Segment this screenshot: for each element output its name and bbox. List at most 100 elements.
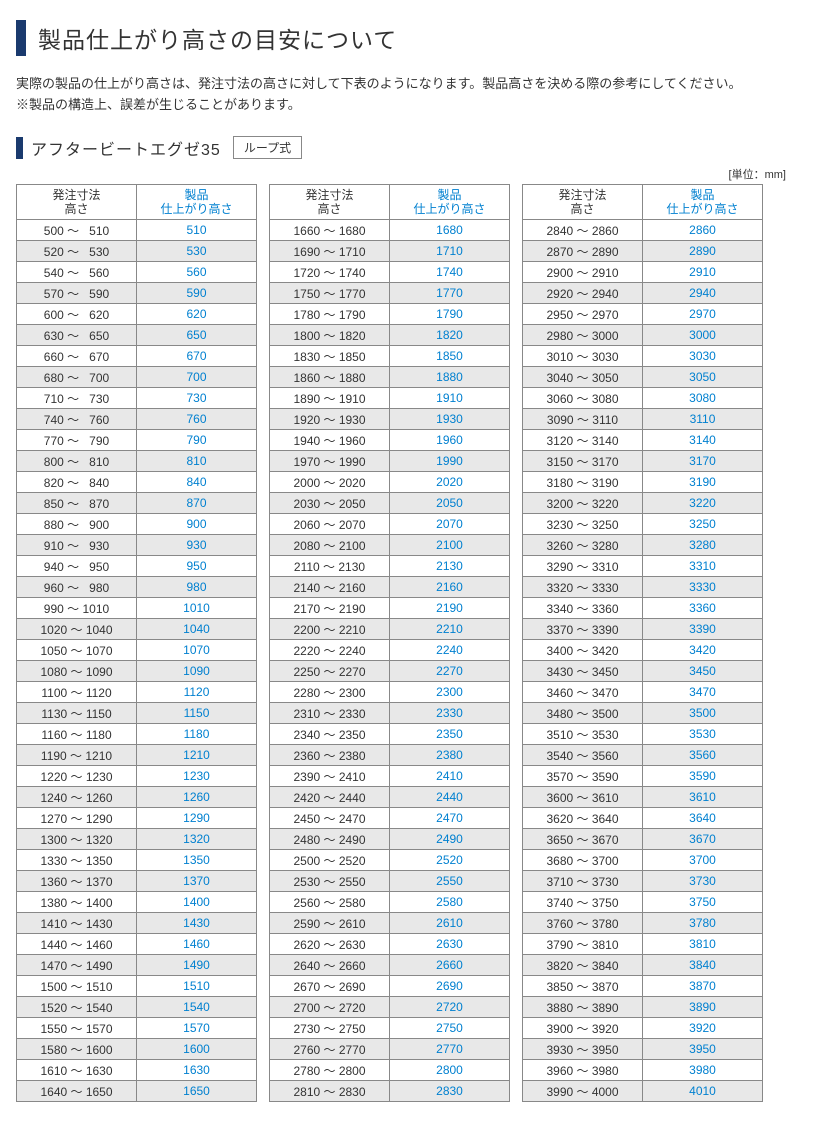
- finish-height-cell: 790: [137, 430, 257, 451]
- tables-container: 発注寸法高さ製品仕上がり高さ500 ～ 510510520 ～ 53053054…: [16, 184, 824, 1103]
- order-range-cell: 2810 ～ 2830: [270, 1081, 390, 1102]
- finish-height-cell: 1150: [137, 703, 257, 724]
- order-range-cell: 1640 ～ 1650: [17, 1081, 137, 1102]
- order-range-cell: 3370 ～ 3390: [523, 619, 643, 640]
- finish-height-cell: 1630: [137, 1060, 257, 1081]
- finish-height-cell: 2610: [390, 913, 510, 934]
- finish-height-cell: 2210: [390, 619, 510, 640]
- table-row: 960 ～ 980980: [17, 577, 257, 598]
- table-row: 2200 ～ 22102210: [270, 619, 510, 640]
- section-accent-mark: [16, 137, 23, 159]
- order-range-cell: 3990 ～ 4000: [523, 1081, 643, 1102]
- order-range-cell: 960 ～ 980: [17, 577, 137, 598]
- finish-height-cell: 1460: [137, 934, 257, 955]
- finish-height-cell: 700: [137, 367, 257, 388]
- finish-height-cell: 2490: [390, 829, 510, 850]
- order-range-cell: 3510 ～ 3530: [523, 724, 643, 745]
- finish-height-cell: 1570: [137, 1018, 257, 1039]
- table-row: 3340 ～ 33603360: [523, 598, 763, 619]
- finish-height-cell: 3810: [643, 934, 763, 955]
- finish-height-cell: 2690: [390, 976, 510, 997]
- order-range-cell: 1130 ～ 1150: [17, 703, 137, 724]
- order-range-cell: 740 ～ 760: [17, 409, 137, 430]
- order-range-cell: 2420 ～ 2440: [270, 787, 390, 808]
- order-range-cell: 2950 ～ 2970: [523, 304, 643, 325]
- order-range-cell: 2280 ～ 2300: [270, 682, 390, 703]
- table-row: 3680 ～ 37003700: [523, 850, 763, 871]
- table-row: 1640 ～ 16501650: [17, 1081, 257, 1102]
- finish-height-cell: 1010: [137, 598, 257, 619]
- order-range-cell: 3120 ～ 3140: [523, 430, 643, 451]
- table-row: 3260 ～ 32803280: [523, 535, 763, 556]
- order-range-cell: 940 ～ 950: [17, 556, 137, 577]
- table-row: 3990 ～ 40004010: [523, 1081, 763, 1102]
- finish-height-cell: 1820: [390, 325, 510, 346]
- order-range-cell: 3760 ～ 3780: [523, 913, 643, 934]
- order-range-cell: 1440 ～ 1460: [17, 934, 137, 955]
- intro-line-2: ※製品の構造上、誤差が生じることがあります。: [16, 95, 824, 116]
- table-row: 800 ～ 810810: [17, 451, 257, 472]
- finish-height-cell: 1070: [137, 640, 257, 661]
- table-row: 3620 ～ 36403640: [523, 808, 763, 829]
- finish-height-cell: 2350: [390, 724, 510, 745]
- table-row: 3900 ～ 39203920: [523, 1018, 763, 1039]
- finish-height-cell: 2770: [390, 1039, 510, 1060]
- order-range-cell: 2620 ～ 2630: [270, 934, 390, 955]
- order-range-cell: 3960 ～ 3980: [523, 1060, 643, 1081]
- finish-height-cell: 3390: [643, 619, 763, 640]
- finish-height-cell: 2300: [390, 682, 510, 703]
- table-row: 880 ～ 900900: [17, 514, 257, 535]
- table-row: 2480 ～ 24902490: [270, 829, 510, 850]
- table-row: 3460 ～ 34703470: [523, 682, 763, 703]
- table-row: 2000 ～ 20202020: [270, 472, 510, 493]
- intro-text: 実際の製品の仕上がり高さは、発注寸法の高さに対して下表のようになります。製品高さ…: [16, 74, 824, 116]
- table-row: 2170 ～ 21902190: [270, 598, 510, 619]
- order-range-cell: 910 ～ 930: [17, 535, 137, 556]
- finish-height-cell: 2470: [390, 808, 510, 829]
- finish-height-cell: 2940: [643, 283, 763, 304]
- finish-height-cell: 2750: [390, 1018, 510, 1039]
- order-range-cell: 2760 ～ 2770: [270, 1039, 390, 1060]
- finish-height-cell: 3610: [643, 787, 763, 808]
- table-row: 3120 ～ 31403140: [523, 430, 763, 451]
- order-range-cell: 2920 ～ 2940: [523, 283, 643, 304]
- table-row: 2280 ～ 23002300: [270, 682, 510, 703]
- table-row: 2620 ～ 26302630: [270, 934, 510, 955]
- table-row: 3370 ～ 33903390: [523, 619, 763, 640]
- order-range-cell: 680 ～ 700: [17, 367, 137, 388]
- table-row: 3880 ～ 38903890: [523, 997, 763, 1018]
- order-range-cell: 3230 ～ 3250: [523, 514, 643, 535]
- finish-height-cell: 3730: [643, 871, 763, 892]
- finish-height-cell: 3250: [643, 514, 763, 535]
- table-row: 1660 ～ 16801680: [270, 220, 510, 241]
- table-row: 3850 ～ 38703870: [523, 976, 763, 997]
- finish-height-cell: 3640: [643, 808, 763, 829]
- table-row: 1020 ～ 10401040: [17, 619, 257, 640]
- finish-height-cell: 1650: [137, 1081, 257, 1102]
- order-range-cell: 2140 ～ 2160: [270, 577, 390, 598]
- finish-height-cell: 1770: [390, 283, 510, 304]
- finish-height-cell: 2440: [390, 787, 510, 808]
- order-range-cell: 1580 ～ 1600: [17, 1039, 137, 1060]
- table-row: 1220 ～ 12301230: [17, 766, 257, 787]
- order-range-cell: 1020 ～ 1040: [17, 619, 137, 640]
- header-finish: 製品仕上がり高さ: [643, 184, 763, 220]
- order-range-cell: 1550 ～ 1570: [17, 1018, 137, 1039]
- table-row: 820 ～ 840840: [17, 472, 257, 493]
- order-range-cell: 570 ～ 590: [17, 283, 137, 304]
- finish-height-cell: 3450: [643, 661, 763, 682]
- order-range-cell: 3900 ～ 3920: [523, 1018, 643, 1039]
- finish-height-cell: 4010: [643, 1081, 763, 1102]
- table-row: 1410 ～ 14301430: [17, 913, 257, 934]
- table-row: 3930 ～ 39503950: [523, 1039, 763, 1060]
- order-range-cell: 2340 ～ 2350: [270, 724, 390, 745]
- finish-height-cell: 810: [137, 451, 257, 472]
- finish-height-cell: 1740: [390, 262, 510, 283]
- order-range-cell: 2840 ～ 2860: [523, 220, 643, 241]
- finish-height-cell: 3780: [643, 913, 763, 934]
- table-row: 2080 ～ 21002100: [270, 535, 510, 556]
- table-row: 570 ～ 590590: [17, 283, 257, 304]
- finish-height-cell: 1120: [137, 682, 257, 703]
- finish-height-cell: 1090: [137, 661, 257, 682]
- order-range-cell: 3650 ～ 3670: [523, 829, 643, 850]
